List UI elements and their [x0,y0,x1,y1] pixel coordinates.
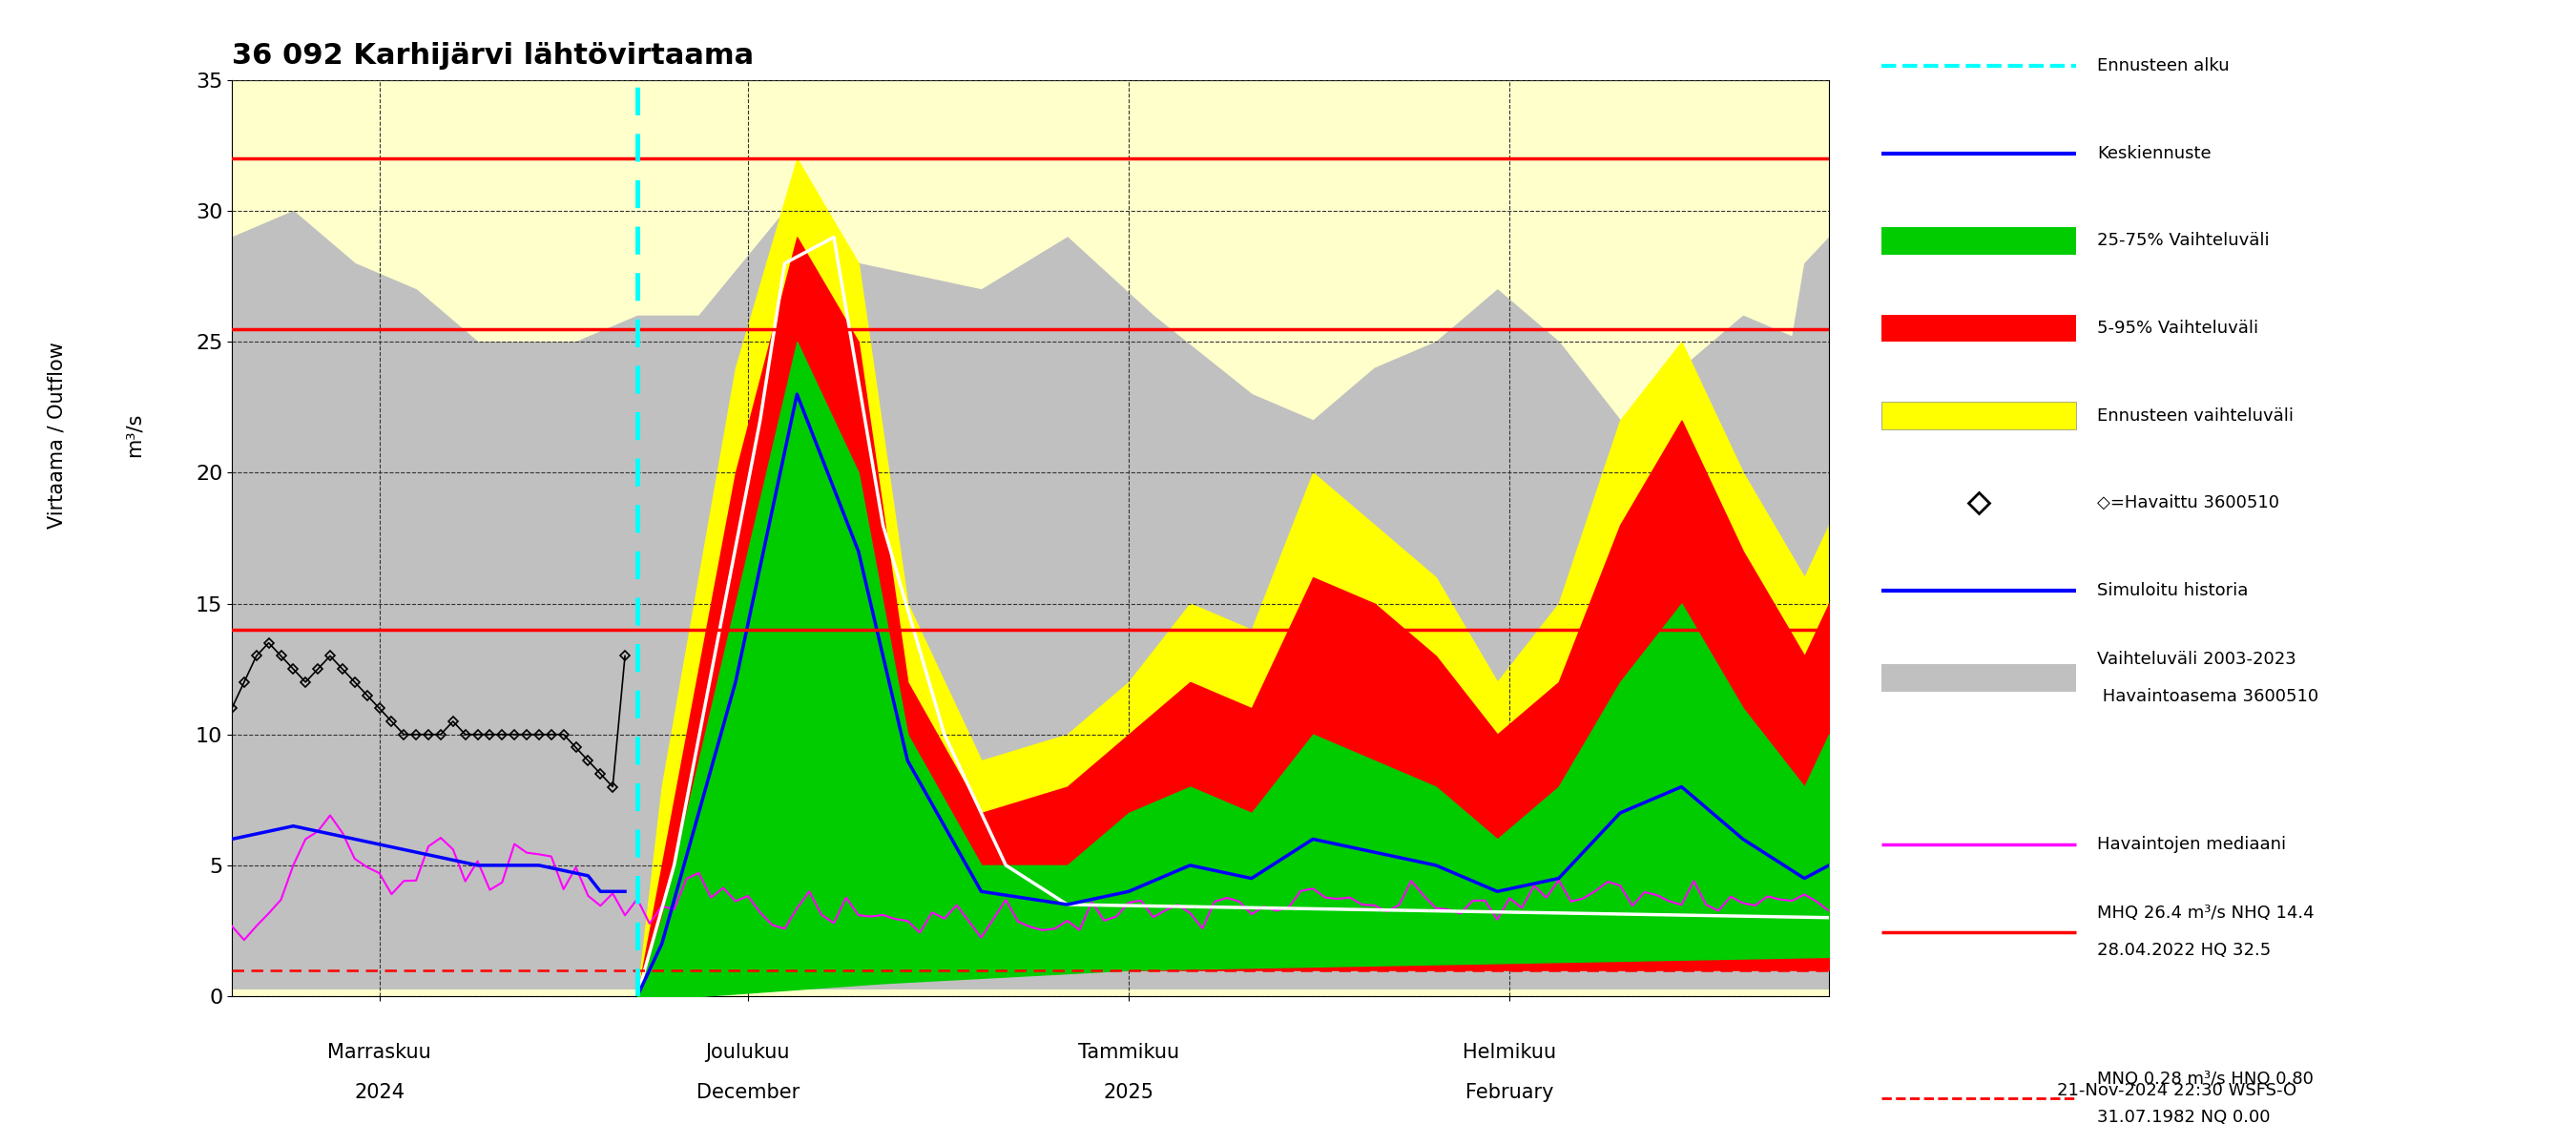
Text: MNQ 0.28 m³/s HNQ 0.80: MNQ 0.28 m³/s HNQ 0.80 [2097,1071,2313,1088]
Text: 25-75% Vaihteluväli: 25-75% Vaihteluväli [2097,232,2269,250]
FancyBboxPatch shape [1880,664,2076,692]
Text: 2025: 2025 [1103,1082,1154,1101]
Text: ◇=Havaittu 3600510: ◇=Havaittu 3600510 [2097,495,2280,512]
Text: February: February [1466,1082,1553,1101]
Text: Keskiennuste: Keskiennuste [2097,144,2210,161]
Text: Joulukuu: Joulukuu [706,1043,791,1063]
Text: Ennusteen vaihteluväli: Ennusteen vaihteluväli [2097,408,2293,425]
Text: Helmikuu: Helmikuu [1463,1043,1556,1063]
FancyBboxPatch shape [1880,227,2076,254]
Text: Havaintojen mediaani: Havaintojen mediaani [2097,836,2285,853]
Text: MHQ 26.4 m³/s NHQ 14.4: MHQ 26.4 m³/s NHQ 14.4 [2097,905,2313,922]
Text: 5-95% Vaihteluväli: 5-95% Vaihteluväli [2097,319,2259,337]
Text: Marraskuu: Marraskuu [327,1043,430,1063]
Text: December: December [696,1082,799,1101]
Text: Vaihteluväli 2003-2023: Vaihteluväli 2003-2023 [2097,650,2295,668]
Text: 21-Nov-2024 22:30 WSFS-O: 21-Nov-2024 22:30 WSFS-O [2056,1082,2298,1099]
Text: Havaintoasema 3600510: Havaintoasema 3600510 [2097,688,2318,705]
Text: Tammikuu: Tammikuu [1079,1043,1180,1063]
Text: Simuloitu historia: Simuloitu historia [2097,582,2249,599]
FancyBboxPatch shape [1880,402,2076,429]
Text: 36 092 Karhijärvi lähtövirtaama: 36 092 Karhijärvi lähtövirtaama [232,42,755,70]
Text: 31.07.1982 NQ 0.00: 31.07.1982 NQ 0.00 [2097,1108,2269,1126]
Text: 28.04.2022 HQ 32.5: 28.04.2022 HQ 32.5 [2097,942,2272,960]
FancyBboxPatch shape [1880,315,2076,342]
Text: Ennusteen alku: Ennusteen alku [2097,57,2228,74]
Text: 2024: 2024 [353,1082,404,1101]
Text: m³/s: m³/s [124,413,144,457]
Text: Virtaama / Outflow: Virtaama / Outflow [46,341,67,529]
